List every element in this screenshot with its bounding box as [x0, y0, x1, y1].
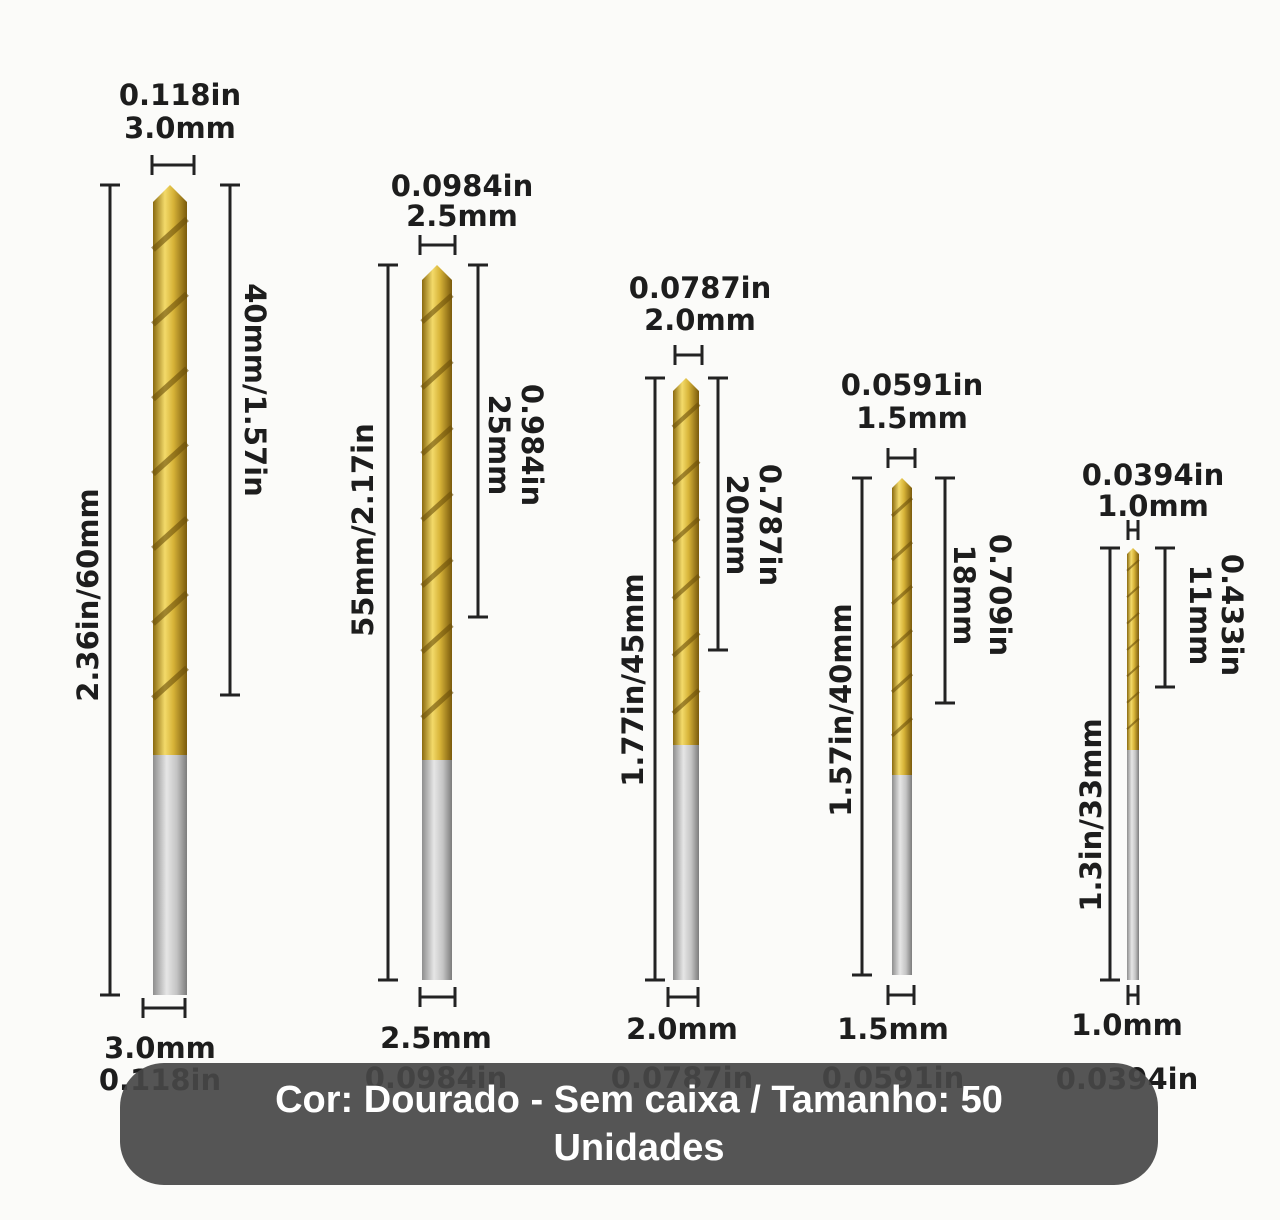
drill-twist — [151, 516, 189, 551]
drill-twist — [151, 441, 189, 477]
drill-twist — [420, 491, 454, 522]
flute-length-label: 0.787in — [753, 464, 787, 586]
drill-twist — [151, 590, 189, 626]
drill-twist — [420, 557, 454, 588]
flute-length-label: 0.984in — [515, 384, 549, 506]
drill-twist — [1126, 612, 1140, 625]
caption-bar: Cor: Dourado - Sem caixa / Tamanho: 50 U… — [120, 1063, 1158, 1185]
flute-length-label: 0.433in — [1215, 554, 1249, 676]
drill-twist — [1126, 585, 1140, 598]
drill-twist — [420, 623, 454, 654]
drill-shank — [892, 775, 912, 975]
total-length-label: 55mm/2.17in — [346, 423, 380, 637]
top-in-label: 0.0591in — [841, 368, 984, 402]
bottom-mm-label: 2.5mm — [380, 1021, 492, 1055]
total-length-label: 1.77in/45mm — [616, 573, 650, 787]
drill-twist — [420, 425, 454, 456]
drill-twist — [1126, 664, 1140, 678]
drill-twist — [151, 366, 189, 402]
top-in-label: 0.118in — [119, 78, 241, 112]
drill-twist — [671, 459, 701, 487]
drill-twist — [151, 216, 189, 252]
drill-twist — [671, 631, 701, 658]
bottom-mm-label: 2.0mm — [626, 1012, 738, 1046]
caption-text: Cor: Dourado - Sem caixa / Tamanho: 50 U… — [275, 1079, 1003, 1169]
flute-length-label: 11mm — [1183, 565, 1217, 666]
drill-twist — [1126, 717, 1140, 730]
bottom-mm-label: 1.0mm — [1071, 1008, 1183, 1042]
flute-length-label: 0.709in — [983, 534, 1017, 656]
drill-twist — [420, 689, 454, 720]
drill-twist — [890, 672, 914, 694]
drill-twist — [671, 688, 701, 716]
flute-length-label: 20mm — [720, 475, 754, 576]
drill-twist — [420, 293, 454, 324]
drill-twist — [890, 716, 914, 738]
drill-twist — [151, 291, 189, 327]
drill-flute — [673, 378, 699, 745]
top-mm-label: 2.0mm — [644, 303, 756, 337]
drill-twist — [890, 540, 914, 562]
drill-flute — [892, 478, 912, 775]
bottom-mm-label: 3.0mm — [104, 1031, 216, 1065]
top-mm-label: 1.5mm — [856, 401, 968, 435]
flute-length-label: 40mm/1.57in — [238, 283, 272, 497]
drill-twist — [671, 402, 701, 430]
top-mm-label: 3.0mm — [124, 111, 236, 145]
drill-twist — [1126, 691, 1140, 704]
total-length-label: 2.36in/60mm — [71, 488, 105, 702]
drill-shank — [422, 760, 452, 980]
flute-length-label: 25mm — [482, 395, 516, 496]
flute-length-label: 18mm — [947, 545, 981, 646]
drill-twist — [1126, 559, 1140, 572]
top-in-label: 0.0787in — [629, 271, 772, 305]
drill-twist — [890, 496, 914, 518]
top-mm-label: 2.5mm — [406, 199, 518, 233]
drill-twist — [890, 584, 914, 606]
top-mm-label: 1.0mm — [1097, 489, 1209, 523]
drill-twist — [420, 359, 454, 390]
total-length-label: 1.57in/40mm — [824, 603, 858, 817]
top-in-label: 0.0394in — [1082, 458, 1225, 492]
drill-twist — [671, 573, 701, 601]
bottom-mm-label: 1.5mm — [837, 1012, 949, 1046]
drill-twist — [151, 665, 189, 701]
total-length-label: 1.3in/33mm — [1074, 718, 1108, 911]
drill-twist — [890, 628, 914, 650]
drill-twist — [671, 516, 701, 544]
drill-twist — [1126, 638, 1140, 651]
drill-flute — [422, 265, 452, 760]
drill-shank — [153, 755, 187, 995]
top-in-label: 0.0984in — [391, 169, 534, 203]
drill-shank — [673, 745, 699, 980]
drill-shank — [1127, 750, 1139, 980]
